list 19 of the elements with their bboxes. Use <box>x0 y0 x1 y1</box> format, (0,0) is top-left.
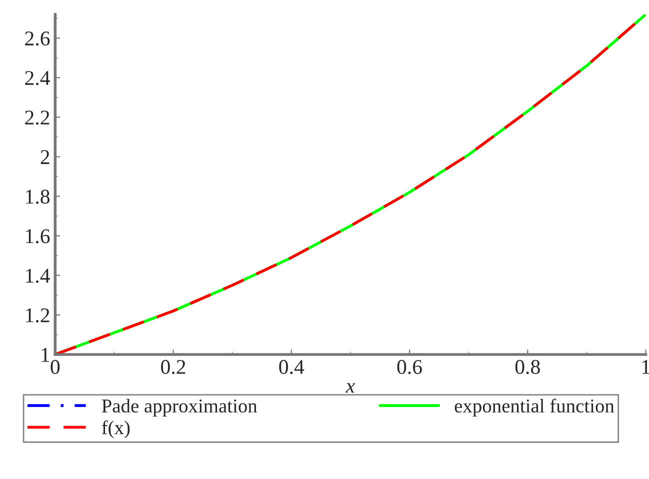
x-tick-label: 0.8 <box>515 360 540 374</box>
x-tick-label: 0.4 <box>279 360 304 374</box>
y-tick-label: 2.6 <box>25 32 50 46</box>
y-tick-label: 1.4 <box>26 268 50 283</box>
y-tick-label: 2 <box>40 150 50 164</box>
y-tick-label: 1.6 <box>26 229 50 244</box>
y-tick-label: 2.2 <box>25 110 50 125</box>
x-tick-label: 0 <box>50 360 60 374</box>
y-tick-label: 1.2 <box>26 308 50 322</box>
legend-label: f(x) <box>102 420 130 438</box>
x-tick-label: 0.6 <box>397 360 422 374</box>
x-tick-label: 0.2 <box>161 360 186 374</box>
line-series <box>55 14 646 354</box>
y-tick-label: 1 <box>42 348 50 362</box>
legend-label: Pade approximation <box>102 398 258 417</box>
legend-label: exponential function <box>454 398 614 417</box>
y-tick-label: 2.4 <box>25 71 50 86</box>
x-axis-title: x <box>346 383 355 393</box>
y-tick-label: 1.8 <box>26 190 50 204</box>
